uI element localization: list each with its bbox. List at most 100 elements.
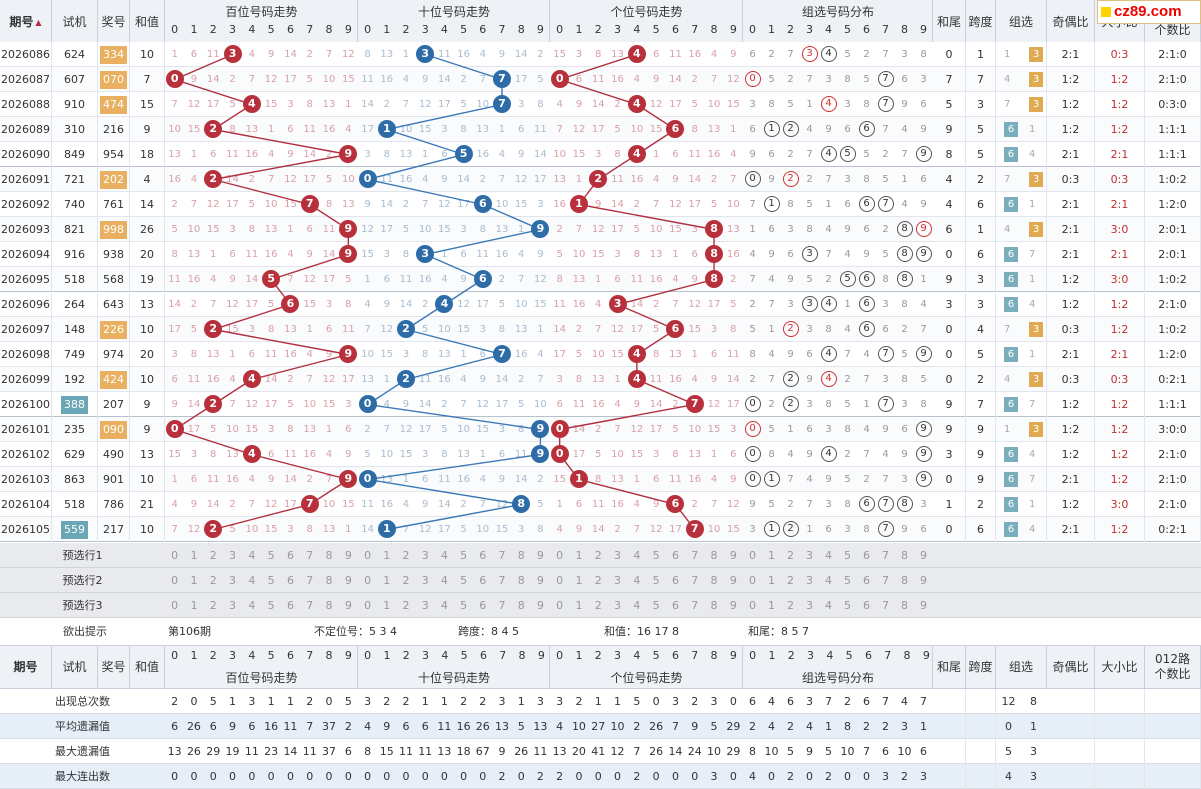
preselect-digit[interactable]: 4 — [633, 574, 641, 587]
preselect-digit[interactable]: 9 — [920, 599, 927, 612]
preselect-digit[interactable]: 8 — [517, 549, 525, 562]
preselect-digit[interactable]: 3 — [806, 599, 813, 612]
preselect-digit[interactable]: 0 — [749, 574, 756, 587]
preselect-digit[interactable]: 8 — [710, 599, 718, 612]
preselect-digit[interactable]: 7 — [306, 599, 314, 612]
preselect-digit[interactable]: 9 — [920, 574, 927, 587]
preselect-digit[interactable]: 8 — [517, 599, 525, 612]
preselect-digit[interactable]: 0 — [364, 549, 372, 562]
preselect-digit[interactable]: 4 — [248, 574, 256, 587]
preselect-digit[interactable]: 0 — [171, 599, 179, 612]
preselect-digit[interactable]: 5 — [844, 599, 851, 612]
preselect-digit[interactable]: 7 — [498, 574, 506, 587]
sort-header[interactable]: 期号 ▲ — [9, 15, 41, 30]
preselect-digit[interactable]: 5 — [844, 574, 851, 587]
preselect-digit[interactable]: 6 — [286, 574, 294, 587]
preselect-digit[interactable]: 9 — [729, 574, 737, 587]
preselect-digit[interactable]: 7 — [691, 574, 699, 587]
preselect-digit[interactable]: 5 — [460, 599, 468, 612]
preselect-digit[interactable]: 1 — [575, 549, 583, 562]
preselect-digit[interactable]: 0 — [364, 599, 372, 612]
preselect-digit[interactable]: 1 — [190, 574, 198, 587]
preselect-digit[interactable]: 6 — [479, 574, 487, 587]
preselect-digit[interactable]: 1 — [383, 574, 391, 587]
preselect-digit[interactable]: 1 — [383, 549, 391, 562]
preselect-digit[interactable]: 1 — [575, 599, 583, 612]
preselect-digit[interactable]: 7 — [498, 599, 506, 612]
preselect-digit[interactable]: 3 — [421, 599, 429, 612]
preselect-digit[interactable]: 5 — [267, 599, 275, 612]
preselect-digit[interactable]: 2 — [594, 599, 602, 612]
preselect-digit[interactable]: 8 — [901, 599, 908, 612]
sort-arrows-icon[interactable]: ▲ — [35, 18, 42, 27]
preselect-digit[interactable]: 0 — [749, 549, 756, 562]
site-logo[interactable]: cz89.com — [1097, 0, 1201, 24]
preselect-digit[interactable]: 2 — [787, 574, 794, 587]
preselect-digit[interactable]: 5 — [652, 599, 660, 612]
preselect-digit[interactable]: 2 — [209, 574, 217, 587]
preselect-digit[interactable]: 7 — [306, 549, 314, 562]
preselect-digit[interactable]: 9 — [536, 574, 544, 587]
preselect-digit[interactable]: 4 — [633, 549, 641, 562]
preselect-digit[interactable]: 4 — [248, 599, 256, 612]
preselect-digit[interactable]: 3 — [806, 549, 813, 562]
preselect-digit[interactable]: 0 — [556, 574, 564, 587]
preselect-digit[interactable]: 3 — [421, 549, 429, 562]
preselect-digit[interactable]: 6 — [479, 549, 487, 562]
preselect-digit[interactable]: 0 — [556, 549, 564, 562]
preselect-digit[interactable]: 1 — [768, 549, 775, 562]
preselect-digit[interactable]: 3 — [614, 574, 622, 587]
preselect-digit[interactable]: 5 — [652, 574, 660, 587]
preselect-digit[interactable]: 8 — [325, 549, 333, 562]
preselect-digit[interactable]: 9 — [344, 574, 352, 587]
preselect-digit[interactable]: 3 — [229, 549, 237, 562]
preselect-digit[interactable]: 9 — [536, 599, 544, 612]
preselect-digit[interactable]: 1 — [383, 599, 391, 612]
preselect-digit[interactable]: 9 — [344, 599, 352, 612]
preselect-digit[interactable]: 5 — [652, 549, 660, 562]
preselect-digit[interactable]: 0 — [364, 574, 372, 587]
preselect-digit[interactable]: 5 — [460, 549, 468, 562]
preselect-digit[interactable]: 7 — [306, 574, 314, 587]
preselect-digit[interactable]: 2 — [209, 599, 217, 612]
preselect-digit[interactable]: 6 — [671, 574, 679, 587]
preselect-digit[interactable]: 1 — [190, 549, 198, 562]
preselect-digit[interactable]: 5 — [267, 549, 275, 562]
preselect-digit[interactable]: 8 — [901, 574, 908, 587]
preselect-digit[interactable]: 8 — [901, 549, 908, 562]
preselect-digit[interactable]: 8 — [710, 574, 718, 587]
preselect-digit[interactable]: 7 — [498, 549, 506, 562]
preselect-digit[interactable]: 3 — [614, 599, 622, 612]
preselect-digit[interactable]: 6 — [286, 549, 294, 562]
preselect-digit[interactable]: 4 — [825, 599, 832, 612]
preselect-digit[interactable]: 8 — [517, 574, 525, 587]
preselect-digit[interactable]: 9 — [920, 549, 927, 562]
preselect-digit[interactable]: 1 — [768, 574, 775, 587]
preselect-digit[interactable]: 2 — [594, 549, 602, 562]
preselect-digit[interactable]: 0 — [171, 549, 179, 562]
preselect-digit[interactable]: 1 — [768, 599, 775, 612]
preselect-digit[interactable]: 4 — [440, 599, 448, 612]
preselect-digit[interactable]: 0 — [749, 599, 756, 612]
preselect-digit[interactable]: 3 — [421, 574, 429, 587]
preselect-digit[interactable]: 5 — [460, 574, 468, 587]
preselect-digit[interactable]: 1 — [190, 599, 198, 612]
preselect-digit[interactable]: 6 — [671, 549, 679, 562]
preselect-digit[interactable]: 1 — [575, 574, 583, 587]
preselect-digit[interactable]: 2 — [594, 574, 602, 587]
preselect-digit[interactable]: 3 — [229, 599, 237, 612]
preselect-digit[interactable]: 7 — [691, 549, 699, 562]
preselect-digit[interactable]: 3 — [806, 574, 813, 587]
preselect-digit[interactable]: 9 — [344, 549, 352, 562]
preselect-digit[interactable]: 9 — [536, 549, 544, 562]
preselect-digit[interactable]: 6 — [863, 599, 870, 612]
preselect-digit[interactable]: 6 — [863, 574, 870, 587]
preselect-digit[interactable]: 4 — [248, 549, 256, 562]
preselect-digit[interactable]: 3 — [229, 574, 237, 587]
preselect-digit[interactable]: 6 — [286, 599, 294, 612]
preselect-digit[interactable]: 3 — [614, 549, 622, 562]
preselect-digit[interactable]: 9 — [729, 599, 737, 612]
preselect-digit[interactable]: 2 — [402, 599, 410, 612]
preselect-digit[interactable]: 5 — [267, 574, 275, 587]
preselect-digit[interactable]: 0 — [171, 574, 179, 587]
